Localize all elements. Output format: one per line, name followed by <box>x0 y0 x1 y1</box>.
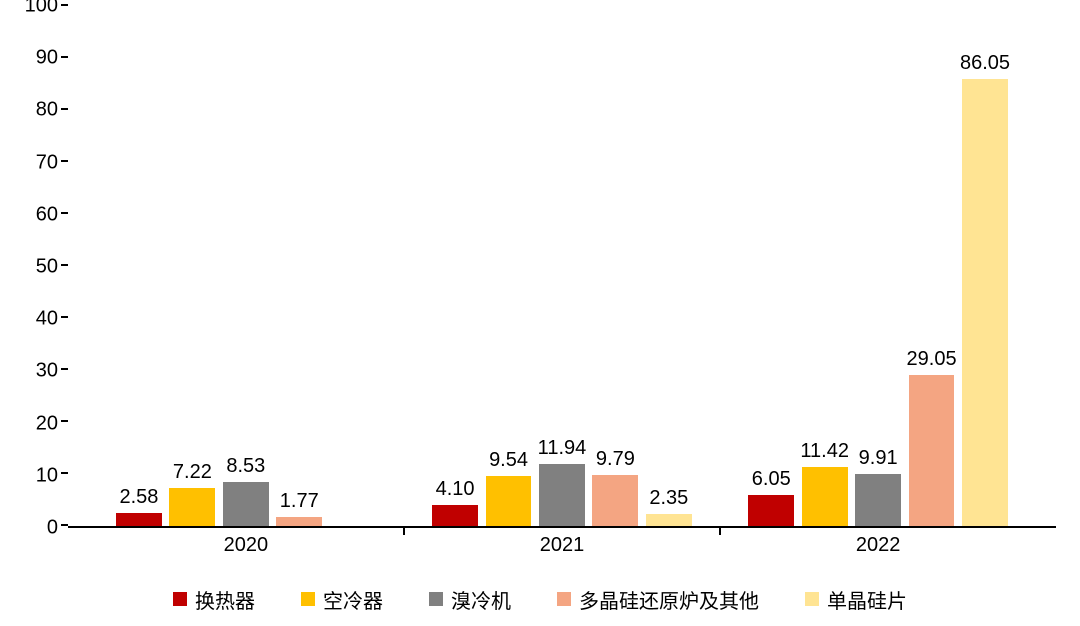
y-tick-mark <box>61 160 68 162</box>
y-tick-label: 70 <box>36 151 58 174</box>
bar-group: 4.109.5411.949.792.35 <box>404 6 720 526</box>
bar-value-label: 11.42 <box>800 440 849 463</box>
bar-value-label: 9.91 <box>859 447 898 470</box>
y-tick-mark <box>61 472 68 474</box>
bar-value-label: 86.05 <box>960 52 1010 75</box>
y-tick-mark <box>61 108 68 110</box>
y-tick-label: 40 <box>36 308 58 331</box>
bar-chart: 0102030405060708090100 2.587.228.531.774… <box>0 0 1080 626</box>
legend-item: 多晶硅还原炉及其他 <box>557 585 759 614</box>
y-tick-label: 0 <box>47 517 58 540</box>
bar-value-label: 9.54 <box>489 449 528 472</box>
bar-value-label: 1.77 <box>280 490 319 513</box>
legend-swatch <box>301 592 315 606</box>
legend-label: 溴冷机 <box>451 585 511 614</box>
y-tick-mark <box>61 56 68 58</box>
bar-value-label: 2.58 <box>119 486 158 509</box>
y-tick-mark <box>61 264 68 266</box>
bar: 29.05 <box>909 375 955 526</box>
bar: 11.42 <box>802 467 848 526</box>
x-tick-label: 2020 <box>224 534 269 557</box>
legend-item: 空冷器 <box>301 585 383 614</box>
bar: 1.77 <box>276 517 322 526</box>
bar: 4.10 <box>432 505 478 526</box>
legend-swatch <box>173 592 187 606</box>
bar: 86.05 <box>962 79 1008 526</box>
bar-value-label: 7.22 <box>173 461 212 484</box>
bar: 9.54 <box>486 476 532 526</box>
bar-value-label: 8.53 <box>226 455 265 478</box>
bar: 8.53 <box>223 482 269 526</box>
bar-group: 6.0511.429.9129.0586.05 <box>720 6 1036 526</box>
bar: 7.22 <box>169 488 215 526</box>
y-tick-label: 100 <box>25 0 58 18</box>
bar: 9.91 <box>855 474 901 526</box>
bar-value-label: 11.94 <box>538 437 587 460</box>
y-tick-label: 10 <box>36 464 58 487</box>
legend-label: 多晶硅还原炉及其他 <box>579 585 759 614</box>
y-axis: 0102030405060708090100 <box>0 6 68 528</box>
y-tick-mark <box>61 524 68 526</box>
legend-label: 换热器 <box>195 585 255 614</box>
y-tick-mark <box>61 212 68 214</box>
legend-swatch <box>805 592 819 606</box>
legend-label: 单晶硅片 <box>827 585 907 614</box>
y-tick-mark <box>61 316 68 318</box>
y-tick-label: 30 <box>36 360 58 383</box>
legend-swatch <box>429 592 443 606</box>
y-tick-label: 20 <box>36 412 58 435</box>
plot-area: 2.587.228.531.774.109.5411.949.792.356.0… <box>68 6 1056 528</box>
y-tick-label: 80 <box>36 99 58 122</box>
bar: 9.79 <box>592 475 638 526</box>
x-tick-label: 2022 <box>856 534 901 557</box>
x-tick-label: 2021 <box>540 534 585 557</box>
bar: 11.94 <box>539 464 585 526</box>
bar: 2.35 <box>646 514 692 526</box>
y-tick-label: 50 <box>36 256 58 279</box>
legend-item: 单晶硅片 <box>805 585 907 614</box>
y-tick-label: 90 <box>36 47 58 70</box>
y-tick-mark <box>61 368 68 370</box>
bar-value-label: 2.35 <box>649 487 688 510</box>
bar-group: 2.587.228.531.77 <box>88 6 404 526</box>
bar-value-label: 9.79 <box>596 448 635 471</box>
bar: 6.05 <box>748 495 794 526</box>
legend-item: 溴冷机 <box>429 585 511 614</box>
x-axis: 2020 2021 2022 <box>68 534 1056 566</box>
bar-value-label: 4.10 <box>436 478 475 501</box>
legend-label: 空冷器 <box>323 585 383 614</box>
y-tick-label: 60 <box>36 203 58 226</box>
legend-item: 换热器 <box>173 585 255 614</box>
y-tick-mark <box>61 420 68 422</box>
bar-value-label: 29.05 <box>907 348 957 371</box>
legend-swatch <box>557 592 571 606</box>
y-tick-mark <box>61 4 68 6</box>
bar: 2.58 <box>116 513 162 526</box>
bar-value-label: 6.05 <box>752 468 791 491</box>
legend: 换热器 空冷器 溴冷机 多晶硅还原炉及其他 单晶硅片 <box>0 582 1080 616</box>
